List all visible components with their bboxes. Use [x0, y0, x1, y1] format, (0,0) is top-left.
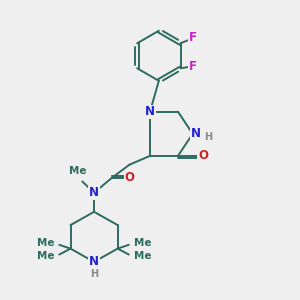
- Text: N: N: [145, 105, 155, 118]
- Text: F: F: [189, 60, 197, 73]
- Text: H: H: [204, 132, 212, 142]
- Text: Me: Me: [134, 238, 151, 248]
- Text: F: F: [189, 32, 197, 44]
- Text: N: N: [89, 255, 99, 268]
- Text: Me: Me: [134, 251, 151, 261]
- Text: O: O: [198, 149, 208, 162]
- Text: H: H: [90, 269, 98, 279]
- Text: O: O: [124, 172, 134, 184]
- Text: Me: Me: [37, 238, 54, 248]
- Text: N: N: [190, 127, 201, 140]
- Text: Me: Me: [37, 251, 54, 261]
- Text: Me: Me: [69, 166, 87, 176]
- Text: N: N: [89, 186, 99, 199]
